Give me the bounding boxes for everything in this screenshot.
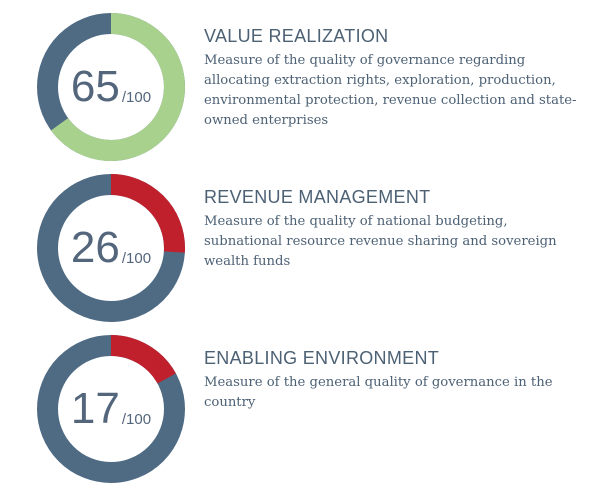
revenue-management-score-arc bbox=[37, 174, 185, 322]
revenue-management-title: REVENUE MANAGEMENT bbox=[204, 187, 431, 207]
value-realization-donut bbox=[37, 13, 185, 161]
value-realization-score-max: /100 bbox=[121, 88, 152, 106]
value-realization-title: VALUE REALIZATION bbox=[204, 26, 389, 46]
revenue-management-description: Measure of the quality of national budge… bbox=[204, 214, 557, 269]
revenue-management-score-max: /100 bbox=[121, 249, 152, 267]
enabling-environment-row: 17 /100 ENABLING ENVIRONMENT Measure of … bbox=[0, 334, 595, 494]
value-realization-description: Measure of the quality of governance reg… bbox=[204, 53, 577, 128]
enabling-environment-title: ENABLING ENVIRONMENT bbox=[204, 348, 440, 368]
revenue-management-score-value: 26 bbox=[70, 223, 120, 272]
enabling-environment-score-max: /100 bbox=[121, 410, 152, 428]
revenue-management-score: 26 /100 bbox=[36, 173, 186, 323]
enabling-environment-score-value: 17 bbox=[70, 384, 120, 433]
enabling-environment-description: Measure of the general quality of govern… bbox=[204, 375, 553, 410]
enabling-environment-score-arc bbox=[37, 335, 185, 483]
value-realization-score-arc bbox=[37, 13, 185, 161]
revenue-management-row: 26 /100 REVENUE MANAGEMENT Measure of th… bbox=[0, 173, 595, 333]
value-realization-row: 65 /100 VALUE REALIZATION Measure of the… bbox=[0, 12, 595, 172]
value-realization-score: 65 /100 bbox=[36, 12, 186, 162]
enabling-environment-score: 17 /100 bbox=[36, 334, 186, 484]
enabling-environment-donut bbox=[37, 335, 185, 483]
revenue-management-donut bbox=[37, 174, 185, 322]
value-realization-score-value: 65 bbox=[70, 62, 120, 111]
